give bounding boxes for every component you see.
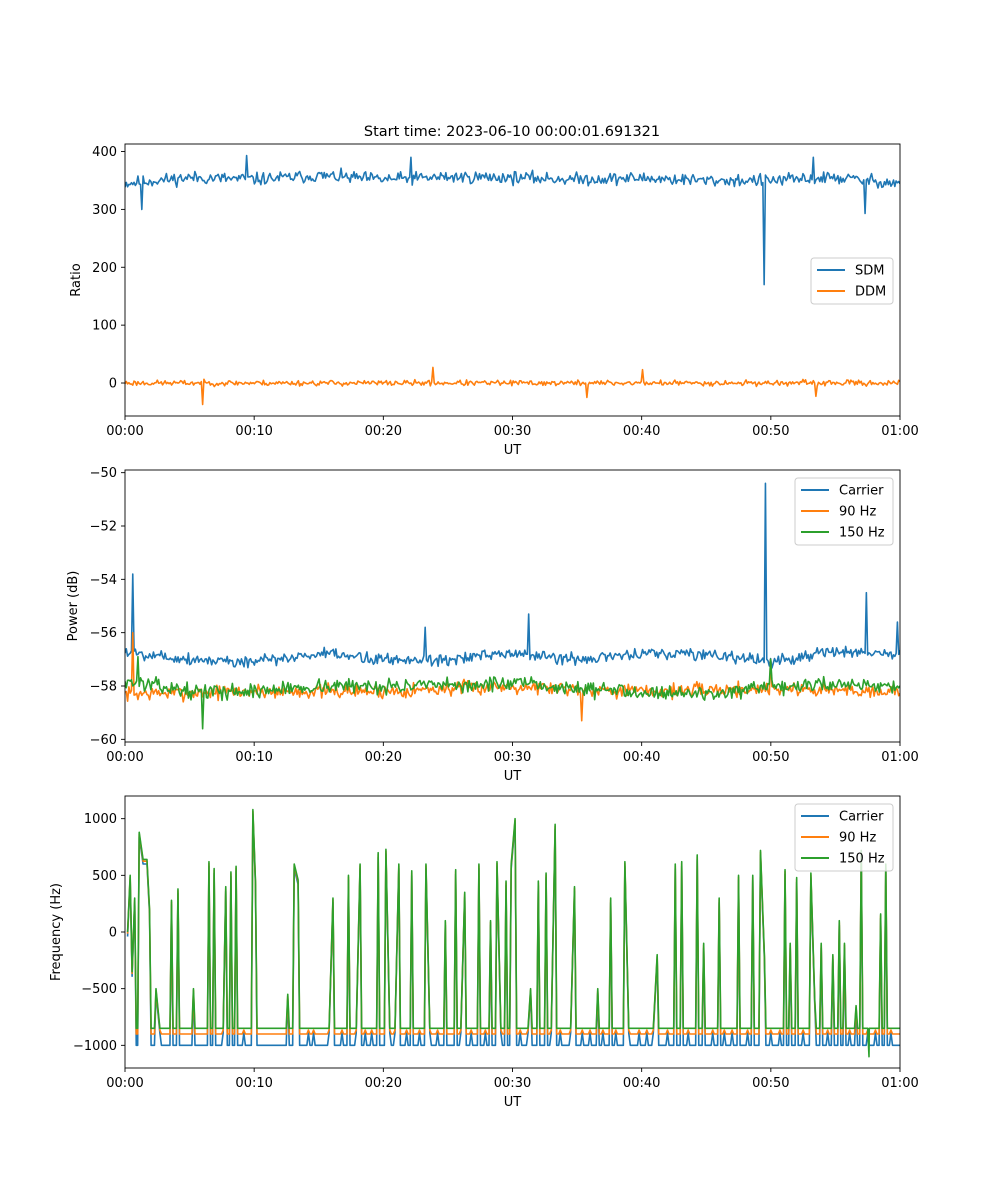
x-axis-label: UT: [504, 443, 522, 458]
y-tick-label: 500: [92, 869, 117, 884]
x-tick-label: 00:10: [235, 750, 272, 765]
legend-label: 90 Hz: [839, 505, 876, 520]
legend-label: 150 Hz: [839, 852, 885, 867]
y-tick-label: −1000: [73, 1039, 117, 1054]
chart-panel-3: 00:00 00:10 00:20 00:30 00:40 00:50 01:00 −1000…: [49, 795, 919, 1110]
y-tick-label: 100: [92, 319, 117, 334]
series-line-carrier: [126, 813, 900, 1047]
y-tick-label: −52: [90, 520, 117, 535]
legend-label: SDM: [855, 264, 884, 279]
x-tick-label: 00:10: [235, 424, 272, 439]
legend-box: [794, 803, 894, 872]
x-tick-label: 00:50: [752, 424, 789, 439]
x-tick-label: 00:30: [494, 750, 531, 765]
y-tick-label: −500: [81, 982, 117, 997]
x-tick-label: 00:40: [623, 750, 660, 765]
x-tick-label: 00:30: [494, 424, 531, 439]
y-tick-label: −56: [90, 626, 117, 641]
legend: Carrier 90 Hz 150 Hz: [794, 477, 894, 546]
y-axis-label: Frequency (Hz): [49, 883, 64, 981]
plot-area: [126, 808, 900, 1058]
y-tick-label: −54: [90, 573, 117, 588]
series-line-ddm: [125, 366, 900, 406]
x-tick-label: 01:00: [881, 750, 918, 765]
legend-box: [794, 477, 894, 546]
x-tick-label: 00:40: [623, 1076, 660, 1091]
legend-label: Carrier: [839, 484, 884, 499]
legend: SDM DDM: [810, 257, 894, 305]
y-tick-label: −50: [90, 466, 117, 481]
axes-frame: [124, 469, 901, 743]
chart-panel-1: 00:00 00:10 00:20 00:30 00:40 00:50 01:00 0 100 2…: [69, 143, 919, 458]
x-tick-label: 01:00: [881, 1076, 918, 1091]
series-line-carrier: [125, 482, 900, 669]
x-tick-label: 00:20: [365, 1076, 402, 1091]
legend-label: Carrier: [839, 810, 884, 825]
legend-label: 150 Hz: [839, 526, 885, 541]
y-tick-label: 1000: [84, 812, 117, 827]
y-tick-label: 400: [92, 145, 117, 160]
y-tick-label: 300: [92, 203, 117, 218]
plot-area: [125, 154, 900, 406]
x-tick-label: 00:50: [752, 750, 789, 765]
x-axis-label: UT: [504, 769, 522, 784]
plot-area: [125, 482, 900, 730]
y-axis-label: Ratio: [69, 263, 84, 296]
y-axis-label: Power (dB): [66, 571, 81, 642]
x-tick-label: 00:30: [494, 1076, 531, 1091]
x-tick-label: 00:00: [106, 750, 143, 765]
x-axis-label: UT: [504, 1095, 522, 1110]
legend: Carrier 90 Hz 150 Hz: [794, 803, 894, 872]
legend-label: DDM: [855, 285, 886, 300]
series-line-150-hz: [126, 808, 900, 1058]
x-tick-label: 00:40: [623, 424, 660, 439]
y-tick-label: −60: [90, 733, 117, 748]
figure-title: Start time: 2023-06-10 00:00:01.691321: [364, 124, 660, 140]
chart-panel-2: 00:00 00:10 00:20 00:30 00:40 00:50 01:00 −60 −5…: [66, 466, 919, 784]
x-tick-label: 00:50: [752, 1076, 789, 1091]
y-tick-label: 0: [109, 377, 117, 392]
y-tick-label: 0: [109, 926, 117, 941]
series-line-90-hz: [126, 810, 900, 1035]
x-tick-label: 00:00: [106, 424, 143, 439]
x-tick-label: 00:20: [365, 750, 402, 765]
x-tick-label: 00:20: [365, 424, 402, 439]
x-tick-label: 00:00: [106, 1076, 143, 1091]
y-tick-label: −58: [90, 680, 117, 695]
series-line-90-hz: [125, 631, 900, 722]
x-tick-label: 01:00: [881, 424, 918, 439]
series-line-150-hz: [125, 655, 900, 730]
y-tick-label: 200: [92, 261, 117, 276]
x-tick-label: 00:10: [235, 1076, 272, 1091]
series-line-sdm: [125, 154, 900, 286]
legend-label: 90 Hz: [839, 831, 876, 846]
